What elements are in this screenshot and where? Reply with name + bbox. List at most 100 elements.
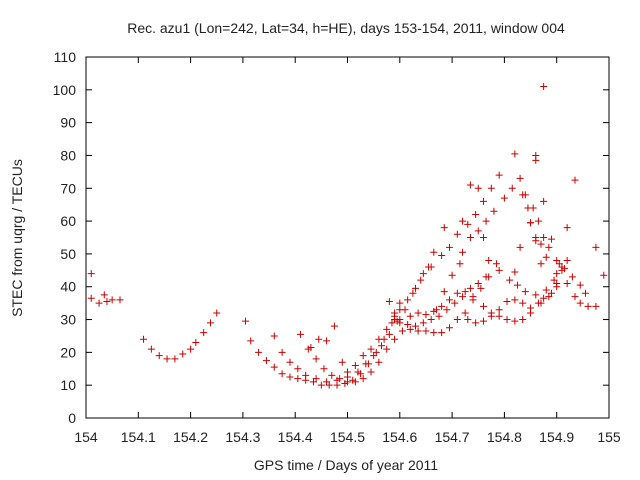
data-point (409, 289, 417, 297)
data-point (469, 293, 477, 301)
data-point (242, 317, 250, 325)
y-tick-label: 10 (60, 377, 76, 393)
data-point (270, 332, 278, 340)
data-point (391, 335, 399, 343)
data-point (328, 371, 336, 379)
data-point (438, 329, 446, 337)
data-point (187, 345, 195, 353)
data-point (532, 237, 540, 245)
data-point (524, 204, 532, 212)
data-point (422, 327, 430, 335)
data-point (430, 248, 438, 256)
data-point (302, 371, 310, 379)
y-tick-label: 100 (53, 82, 77, 98)
data-point (312, 375, 320, 383)
data-point (474, 279, 482, 287)
data-point (163, 355, 171, 363)
x-tick-label: 154.2 (173, 429, 208, 445)
data-point (396, 299, 404, 307)
data-point (553, 279, 561, 287)
data-point (385, 330, 393, 338)
data-point (296, 330, 304, 338)
data-point (479, 197, 487, 205)
data-point (542, 253, 550, 261)
data-point (495, 266, 503, 274)
data-point (440, 288, 448, 296)
data-point (286, 358, 294, 366)
data-point (414, 327, 422, 335)
data-point (527, 304, 535, 312)
data-point (545, 293, 553, 301)
data-point (396, 306, 404, 314)
data-point (584, 302, 592, 310)
data-point (479, 302, 487, 310)
data-point (383, 345, 391, 353)
x-tick-label: 154.9 (539, 429, 574, 445)
plot-frame (85, 56, 610, 419)
data-point (206, 319, 214, 327)
data-point (95, 299, 103, 307)
data-point (519, 299, 527, 307)
data-point (576, 299, 584, 307)
data-point (354, 368, 362, 376)
y-tick-label: 70 (60, 180, 76, 196)
data-point (545, 243, 553, 251)
data-point (116, 296, 124, 304)
data-point (278, 370, 286, 378)
data-point (479, 234, 487, 241)
data-point (592, 302, 600, 310)
data-point (448, 271, 456, 279)
data-point (453, 289, 461, 297)
data-point (367, 345, 375, 353)
data-point (213, 309, 221, 317)
data-point (362, 360, 370, 368)
data-point (490, 207, 498, 215)
data-point (581, 289, 589, 297)
x-axis: 154 154.1 154.2 154.3 154.4 154.5 154.6 154.7 15… (74, 57, 621, 445)
data-point (330, 322, 338, 330)
data-point (323, 378, 331, 386)
data-point (461, 288, 469, 296)
data-point (493, 260, 501, 268)
data-point (344, 368, 351, 376)
data-point (375, 358, 383, 366)
data-point (472, 319, 480, 327)
data-point (500, 194, 508, 202)
data-point (414, 309, 422, 317)
data-point (537, 299, 545, 307)
data-point (558, 263, 566, 271)
data-point (323, 337, 331, 345)
data-point (375, 335, 383, 343)
data-point (459, 248, 467, 256)
data-point (532, 156, 540, 164)
data-point (511, 268, 519, 276)
data-point (336, 375, 344, 383)
data-point (377, 342, 385, 350)
data-point (521, 288, 529, 296)
data-point (503, 316, 511, 324)
data-point (472, 211, 480, 219)
data-point (600, 271, 608, 279)
data-points (87, 83, 608, 389)
data-point (453, 230, 461, 238)
data-point (87, 294, 95, 302)
data-point (307, 343, 315, 351)
y-tick-label: 110 (54, 49, 77, 65)
data-point (571, 293, 579, 301)
data-point (255, 348, 263, 356)
data-point (487, 312, 495, 320)
data-point (435, 312, 443, 320)
data-point (511, 296, 519, 304)
data-point (179, 350, 187, 358)
data-point (440, 224, 448, 232)
data-point (262, 357, 270, 365)
data-point (370, 352, 378, 360)
data-point (317, 381, 325, 389)
data-point (451, 299, 459, 307)
data-point (453, 316, 461, 324)
data-point (474, 184, 482, 192)
chart-title: Rec. azu1 (Lon=242, Lat=34, h=HE), days … (127, 20, 565, 36)
data-point (286, 373, 294, 381)
data-point (563, 224, 571, 232)
y-tick-label: 40 (60, 279, 76, 295)
